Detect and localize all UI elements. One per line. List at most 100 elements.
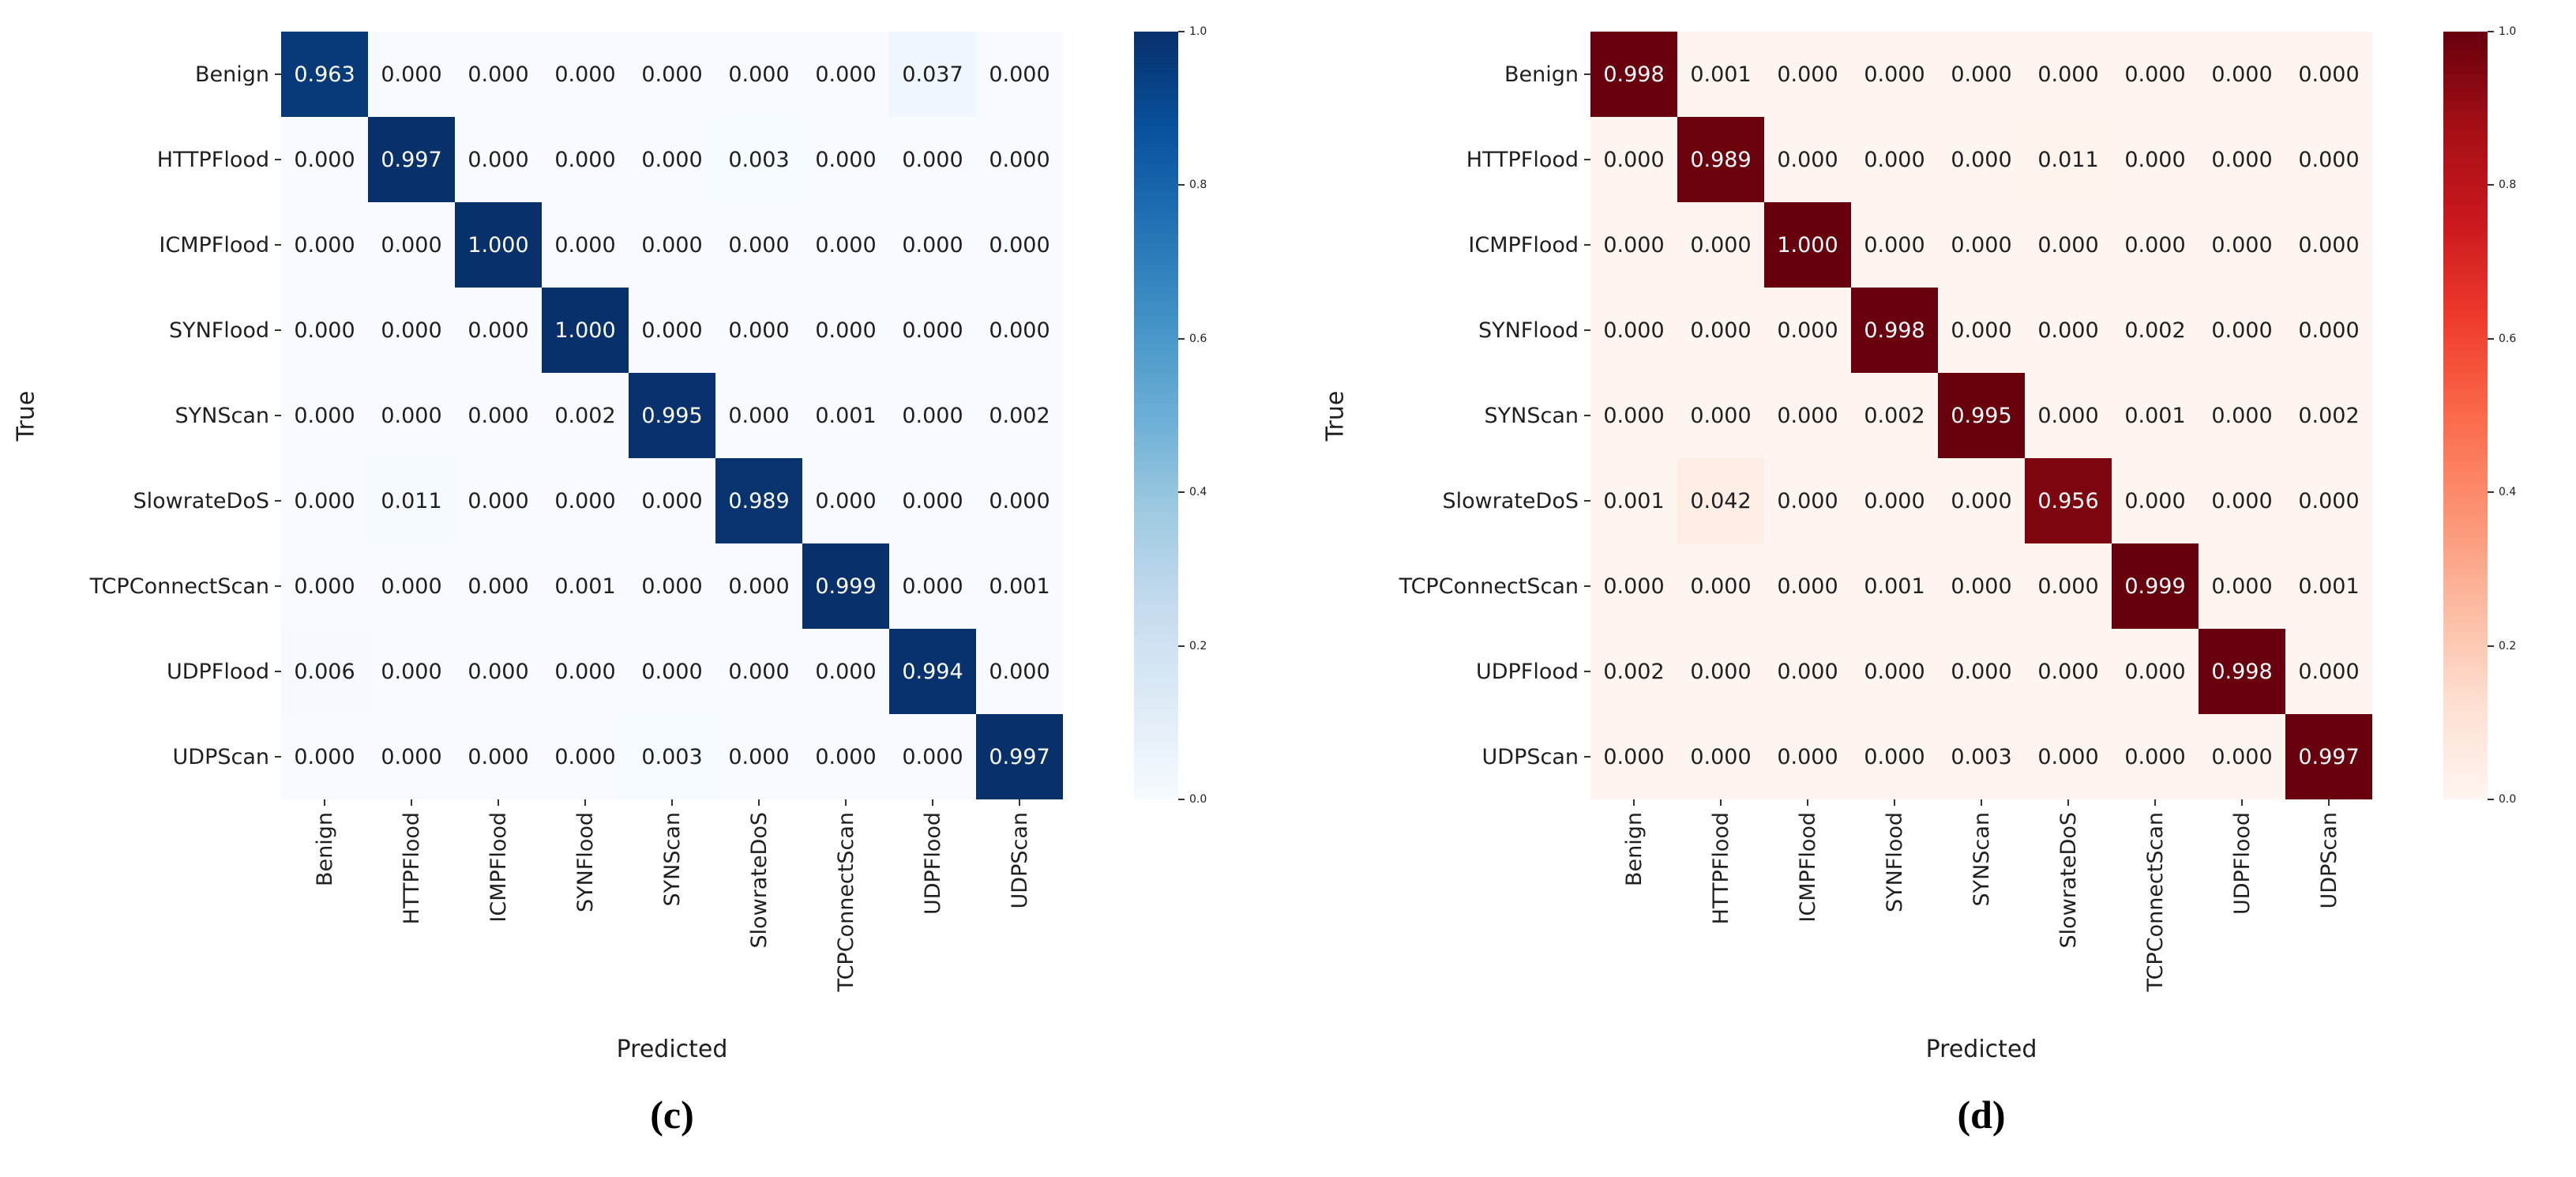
matrix-cell: 0.000 [1764,629,1851,714]
matrix-cell: 0.998 [1590,32,1677,117]
row-label: SlowrateDoS [44,458,281,543]
matrix-cell: 0.000 [455,629,542,714]
matrix-cell: 0.000 [1764,32,1851,117]
matrix-cell: 0.001 [976,543,1063,629]
colorbar-tick-mark [2488,337,2494,340]
matrix-cell: 0.000 [2285,117,2372,202]
row-label: HTTPFlood [44,117,281,202]
row-label: TCPConnectScan [44,543,281,629]
matrix-cell: 0.994 [889,629,976,714]
colorbar [2443,32,2488,799]
matrix-cell: 0.000 [455,543,542,629]
x-tick-mark [2241,799,2243,806]
matrix-cell: 0.001 [542,543,629,629]
colorbar-tick-mark [2488,184,2494,186]
colorbar-gradient [2443,32,2488,799]
matrix-cell: 0.000 [1590,288,1677,373]
row-label: SYNFlood [44,288,281,373]
x-tick-mark [932,799,933,806]
column-label: ICMPFlood [1764,799,1851,923]
matrix-cell: 0.000 [1764,714,1851,799]
colorbar-tick-mark [2488,31,2494,32]
matrix-cell: 0.000 [281,373,368,458]
matrix-cell: 0.000 [368,288,455,373]
column-label: SYNFlood [542,799,629,912]
matrix-cell: 0.000 [2199,373,2285,458]
matrix-cell: 0.042 [1677,458,1764,543]
row-label-text: SYNFlood [168,318,269,343]
row-label-text: UDPScan [1481,744,1579,769]
column-label: SYNScan [629,799,715,906]
matrix-cell: 1.000 [542,288,629,373]
colorbar-tick-text: 0.0 [2499,793,2517,806]
matrix-cell: 0.000 [629,629,715,714]
matrix-cell: 0.000 [1851,202,1938,288]
matrix-cell: 0.000 [2112,629,2199,714]
column-label: TCPConnectScan [802,799,889,991]
x-tick-mark [584,799,586,806]
row-label-text: Benign [1504,62,1579,87]
matrix-cell: 0.000 [2199,288,2285,373]
colorbar-tick-text: 0.6 [1189,332,1207,345]
matrix-cell: 0.000 [1764,373,1851,458]
column-label: SYNScan [1938,799,2025,906]
matrix-cell: 0.000 [629,458,715,543]
matrix-cell: 0.000 [2285,32,2372,117]
matrix-cell: 0.000 [1938,117,2025,202]
matrix-cell: 0.000 [802,714,889,799]
matrix-cell: 0.000 [1764,288,1851,373]
matrix-cell: 0.000 [1764,117,1851,202]
matrix-cell: 0.000 [715,288,802,373]
colorbar-tick-text: 0.2 [1189,639,1207,652]
colorbar-tick-mark [2488,491,2494,494]
matrix-cell: 0.989 [1677,117,1764,202]
matrix-cell: 0.000 [715,714,802,799]
column-label-text: Benign [312,812,337,886]
x-tick-mark [671,799,673,806]
matrix-cell: 0.000 [2199,543,2285,629]
column-label-text: ICMPFlood [1795,812,1820,923]
colorbar-tick: 1.0 [1178,25,1207,38]
matrix-cell: 0.002 [1590,629,1677,714]
row-label: SlowrateDoS [1354,458,1590,543]
column-label-text: HTTPFlood [1708,812,1733,925]
row-label-text: SYNScan [1484,403,1579,428]
matrix-cell: 0.000 [542,714,629,799]
matrix-cell: 0.963 [281,32,368,117]
matrix-cell: 0.000 [455,458,542,543]
y-tick-mark [1584,671,1590,672]
matrix-cell: 0.000 [368,32,455,117]
row-label: SYNFlood [1354,288,1590,373]
column-label: SlowrateDoS [2025,799,2112,949]
colorbar-tick-mark [1178,799,1185,800]
matrix-cell: 0.000 [1851,117,1938,202]
matrix-cell: 0.000 [1677,543,1764,629]
matrix-cell: 0.000 [889,202,976,288]
x-tick-mark [1981,799,1982,806]
colorbar-tick-mark [2488,799,2494,800]
matrix-cell: 0.000 [455,373,542,458]
row-label: Benign [44,32,281,117]
colorbar-tick-text: 0.2 [2499,639,2517,652]
matrix-cell: 0.006 [281,629,368,714]
column-label-text: SlowrateDoS [746,812,772,949]
y-tick-mark [1584,756,1590,758]
column-label-text: UDPScan [1007,812,1032,909]
colorbar-tick-mark [1178,31,1185,32]
matrix-cell: 0.000 [1590,202,1677,288]
row-label-text: SlowrateDoS [133,488,269,513]
row-label: HTTPFlood [1354,117,1590,202]
y-tick-mark [1584,500,1590,502]
colorbar-tick-text: 1.0 [1189,25,1207,38]
x-tick-mark [2154,799,2156,806]
y-tick-mark [1584,73,1590,75]
matrix-cell: 0.000 [889,288,976,373]
matrix-cell: 0.001 [1590,458,1677,543]
colorbar-tick-text: 0.4 [2499,486,2517,499]
matrix-cell: 0.000 [2199,117,2285,202]
row-label-text: ICMPFlood [1468,232,1579,258]
colorbar-tick-mark [2488,645,2494,647]
x-tick-mark [1633,799,1635,806]
matrix-cell: 0.000 [1938,32,2025,117]
